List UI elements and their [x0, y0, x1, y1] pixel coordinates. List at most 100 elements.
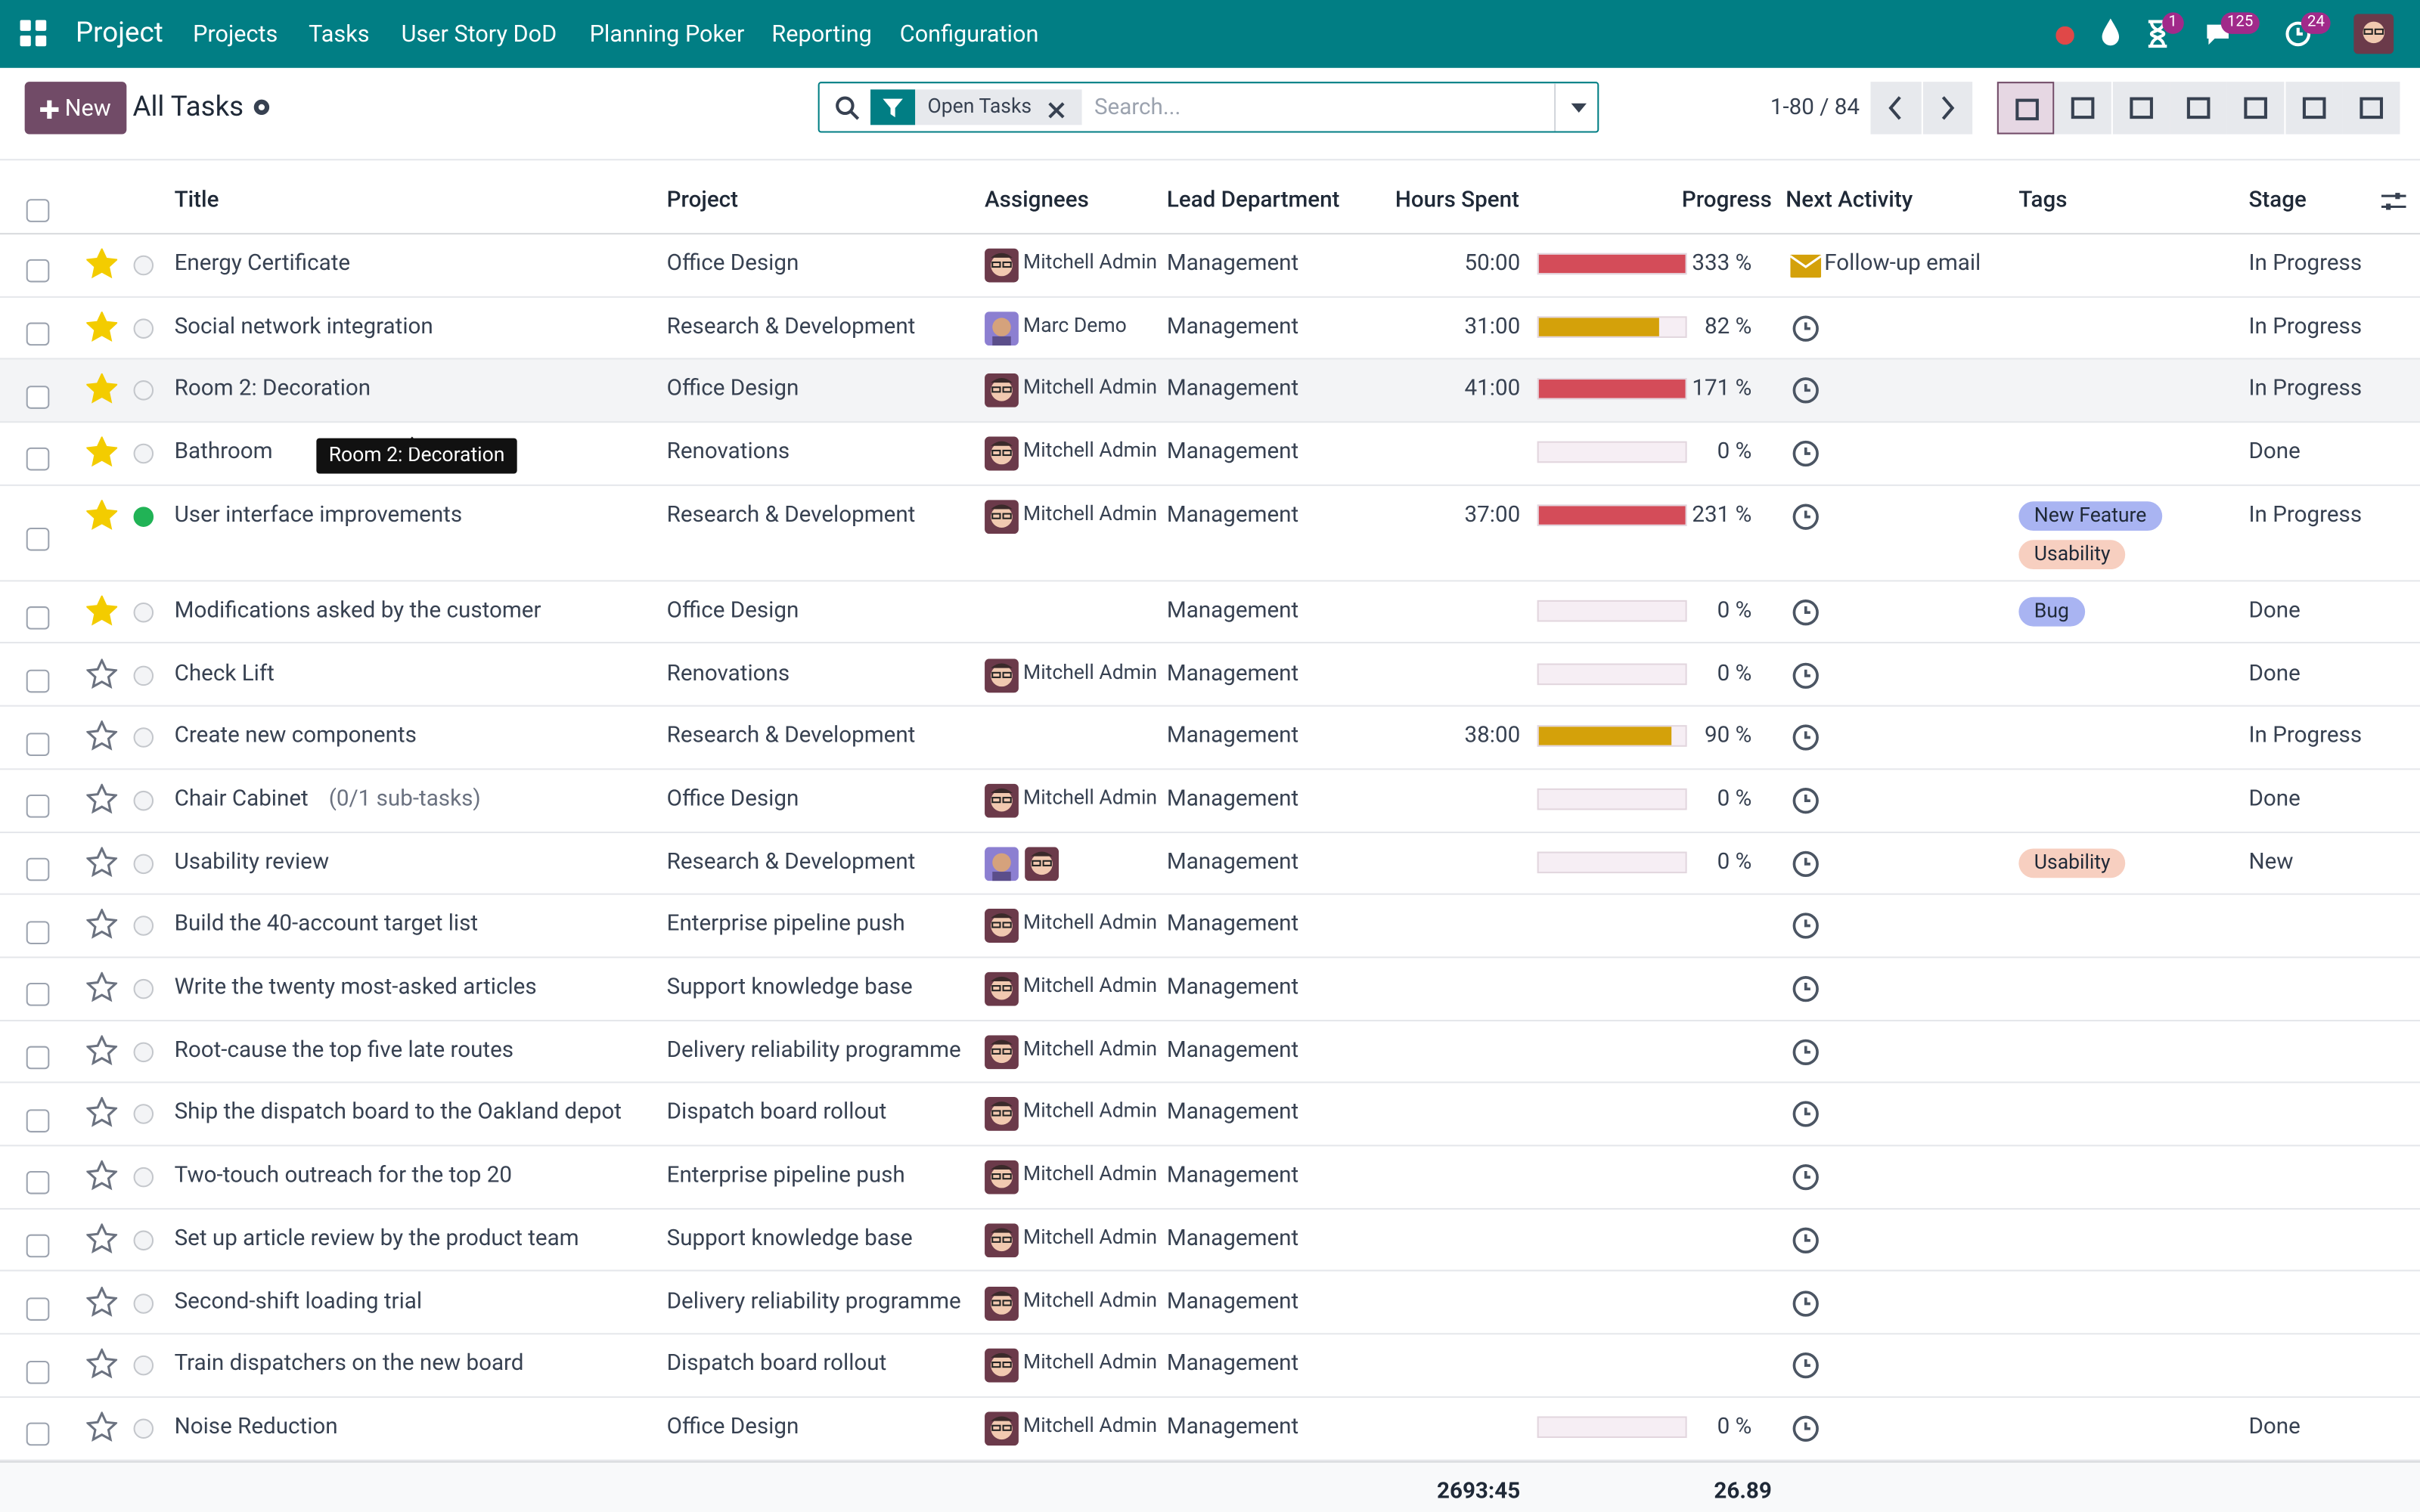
- activity-clock[interactable]: [1792, 1414, 1820, 1442]
- status[interactable]: [133, 1292, 155, 1314]
- row-checkbox[interactable]: [26, 920, 50, 944]
- status[interactable]: [133, 727, 155, 749]
- row-checkbox[interactable]: [26, 1423, 50, 1446]
- star[interactable]: [85, 719, 119, 751]
- star[interactable]: [85, 373, 119, 405]
- row-checkbox[interactable]: [26, 259, 50, 284]
- row-checkbox[interactable]: [26, 1046, 50, 1070]
- table-row[interactable]: Two-touch outreach for the top 20 Enterpr…: [0, 1147, 2420, 1210]
- table-row[interactable]: Write the twenty most-asked articles Supp…: [0, 958, 2420, 1021]
- menu-item[interactable]: Tasks: [309, 20, 370, 48]
- star[interactable]: [85, 435, 119, 468]
- status[interactable]: [133, 506, 155, 528]
- star[interactable]: [85, 498, 119, 531]
- table-row[interactable]: Build the 40-account target list Enterpri…: [0, 895, 2420, 959]
- table-row[interactable]: Usability review Research & Development Ma…: [0, 832, 2420, 896]
- view-switch[interactable]: [2054, 82, 2112, 135]
- activity-clock[interactable]: [1792, 503, 1820, 531]
- table-row[interactable]: Room 2: Decoration Office Design Mitchell …: [0, 360, 2420, 423]
- column-header[interactable]: Project: [666, 186, 738, 213]
- activity-clock[interactable]: [1792, 440, 1820, 468]
- row-checkbox[interactable]: [26, 732, 50, 756]
- column-header[interactable]: Hours Spent: [1395, 186, 1519, 213]
- status[interactable]: [133, 978, 155, 1000]
- row-checkbox[interactable]: [26, 322, 50, 346]
- view-switch[interactable]: [1996, 82, 2055, 135]
- search-toggle[interactable]: [1554, 83, 1600, 132]
- star[interactable]: [85, 656, 119, 689]
- status[interactable]: [133, 318, 155, 339]
- status[interactable]: [133, 1104, 155, 1126]
- row-checkbox[interactable]: [26, 606, 50, 630]
- table-row[interactable]: Set up article review by the product tea…: [0, 1210, 2420, 1272]
- status[interactable]: [133, 380, 155, 402]
- star[interactable]: [85, 310, 119, 342]
- gear-icon[interactable]: [252, 98, 272, 118]
- column-header[interactable]: Tags: [2018, 186, 2068, 213]
- row-checkbox[interactable]: [26, 857, 50, 881]
- row-checkbox[interactable]: [26, 669, 50, 693]
- table-row[interactable]: Train dispatchers on the new board Dispat…: [0, 1335, 2420, 1398]
- row-checkbox[interactable]: [26, 795, 50, 819]
- status[interactable]: [133, 1355, 155, 1377]
- row-checkbox[interactable]: [26, 1234, 50, 1258]
- activity-clock[interactable]: [1792, 975, 1820, 1003]
- menu-item[interactable]: Projects: [193, 20, 278, 48]
- select-all[interactable]: [26, 199, 50, 222]
- table-row[interactable]: Social network integration Research & Dev…: [0, 297, 2420, 361]
- row-checkbox[interactable]: [26, 1171, 50, 1195]
- menu-item[interactable]: Reporting: [771, 20, 872, 48]
- menu-item[interactable]: Planning Poker: [589, 20, 745, 48]
- table-row[interactable]: Noise Reduction Office Design Mitchell Adm…: [0, 1398, 2420, 1461]
- table-row[interactable]: User interface improvements Research & De…: [0, 485, 2420, 581]
- star[interactable]: [85, 246, 119, 280]
- row-checkbox[interactable]: [26, 385, 50, 409]
- activity-clock[interactable]: [1792, 912, 1820, 940]
- table-row[interactable]: Modifications asked by the customer Offic…: [0, 581, 2420, 645]
- facet-remove[interactable]: [1048, 99, 1065, 119]
- view-switch[interactable]: [2285, 82, 2342, 135]
- menu-item[interactable]: User Story DoD: [401, 20, 557, 48]
- app-name[interactable]: Project: [75, 17, 163, 50]
- table-row[interactable]: Energy Certificate Office Design Mitchell …: [0, 234, 2420, 298]
- row-checkbox[interactable]: [26, 448, 50, 472]
- star[interactable]: [85, 1347, 119, 1380]
- view-switch[interactable]: [2112, 82, 2170, 135]
- table-row[interactable]: Bathroom Renovations Mitchell Admin Managem…: [0, 423, 2420, 486]
- column-header[interactable]: Title: [174, 186, 219, 213]
- view-switch[interactable]: [2342, 82, 2400, 135]
- star[interactable]: [85, 1033, 119, 1066]
- activity-mail[interactable]: [1789, 254, 1823, 278]
- row-checkbox[interactable]: [26, 1297, 50, 1321]
- pager-next[interactable]: [1922, 82, 1973, 135]
- activity-clock[interactable]: [1792, 724, 1820, 752]
- view-switch[interactable]: [2227, 82, 2285, 135]
- status[interactable]: [133, 853, 155, 875]
- activity-clock[interactable]: [1792, 1226, 1820, 1254]
- activity-clock[interactable]: [1792, 314, 1820, 342]
- activity-clock[interactable]: [1792, 1038, 1820, 1066]
- table-row[interactable]: Root-cause the top five late routes Deliv…: [0, 1021, 2420, 1084]
- user-avatar[interactable]: [2353, 14, 2394, 54]
- status[interactable]: [133, 1418, 155, 1439]
- column-header[interactable]: Progress: [1681, 186, 1772, 213]
- activity-clock[interactable]: [1792, 598, 1820, 626]
- status[interactable]: [133, 665, 155, 686]
- drop-icon[interactable]: [2101, 18, 2121, 46]
- column-header[interactable]: Next Activity: [1786, 186, 1913, 213]
- star[interactable]: [85, 1096, 119, 1129]
- table-row[interactable]: Check Lift Renovations Mitchell Admin Manag…: [0, 644, 2420, 708]
- search-box[interactable]: Open Tasks Search...: [818, 82, 1600, 133]
- pager-prev[interactable]: [1870, 82, 1922, 135]
- status[interactable]: [133, 255, 155, 277]
- star[interactable]: [85, 1159, 119, 1191]
- activity-clock[interactable]: [1792, 1101, 1820, 1129]
- status[interactable]: [133, 1229, 155, 1251]
- row-checkbox[interactable]: [26, 527, 50, 551]
- menu-item[interactable]: Configuration: [899, 20, 1039, 48]
- column-header[interactable]: Stage: [2248, 186, 2307, 213]
- status[interactable]: [133, 443, 155, 465]
- star[interactable]: [85, 844, 119, 878]
- activity-clock[interactable]: [1792, 1163, 1820, 1191]
- new-button[interactable]: New: [24, 82, 127, 135]
